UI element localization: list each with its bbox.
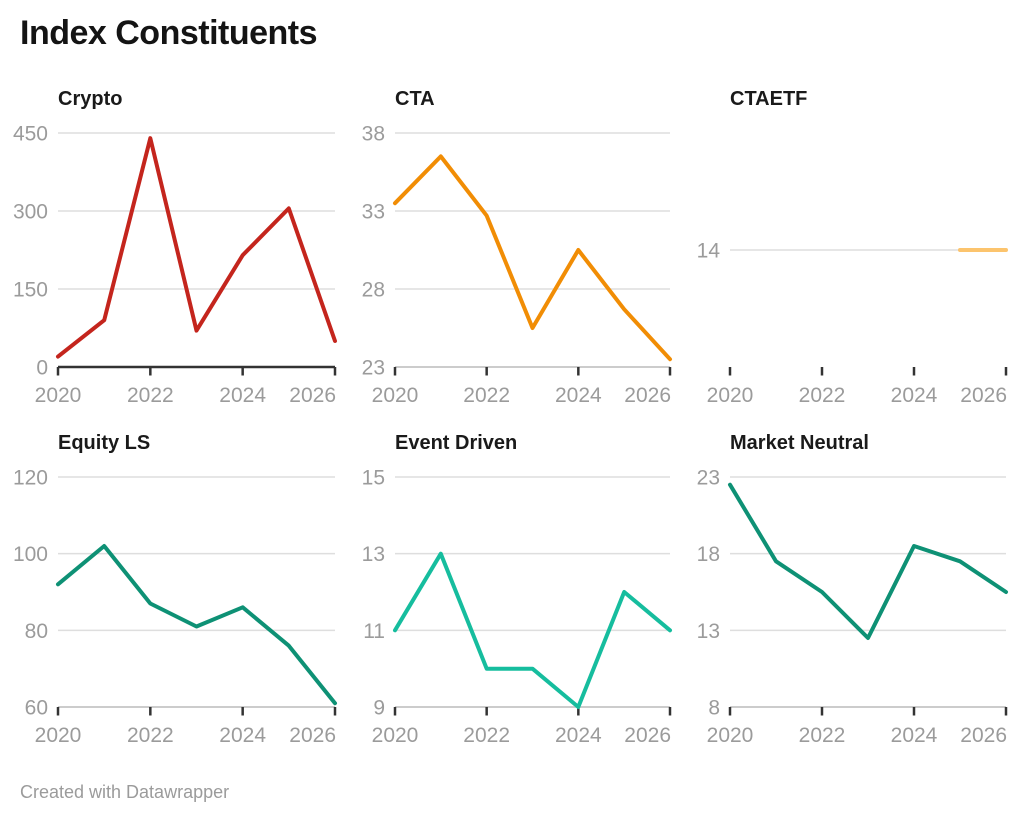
data-line: [728, 482, 1008, 640]
x-axis-tick-label: 2024: [891, 724, 938, 747]
x-axis-tick-label: 2020: [35, 384, 82, 407]
x-axis-tick-label: 2020: [707, 384, 754, 407]
event-driven-line-chart: 9 11 13 15 2020 2022 2024 2026: [362, 467, 672, 747]
x-axis-tick-label: 2022: [463, 384, 510, 407]
x-axis-tick-label: 2024: [219, 724, 266, 747]
panel-title-cta: CTA: [395, 88, 435, 110]
datawrapper-attribution-link[interactable]: Created with Datawrapper: [20, 782, 230, 802]
y-axis-tick-label: 80: [25, 620, 48, 643]
x-axis-tick-label: 2022: [127, 724, 174, 747]
x-axis-tick-label: 2020: [707, 724, 754, 747]
panel-title-crypto: Crypto: [58, 88, 123, 110]
y-axis-tick-label: 23: [697, 467, 720, 490]
y-axis-tick-label: 300: [13, 201, 48, 224]
x-axis-tick-label: 2024: [219, 384, 266, 407]
x-axis-tick-label: 2020: [372, 724, 419, 747]
chart-title: Index Constituents: [20, 14, 318, 52]
x-axis-tick-label: 2026: [289, 384, 336, 407]
x-axis-tick-label: 2022: [127, 384, 174, 407]
y-axis-tick-label: 13: [362, 543, 385, 566]
y-axis-tick-label: 100: [13, 543, 48, 566]
y-axis-tick-label: 150: [13, 279, 48, 302]
cta-line-chart: 23 28 33 38 2020 2022 2024 2026: [362, 123, 672, 407]
y-axis-tick-label: 18: [697, 543, 720, 566]
y-axis-tick-label: 11: [363, 620, 385, 643]
x-axis-tick-label: 2026: [960, 724, 1007, 747]
x-axis-tick-label: 2022: [799, 724, 846, 747]
panel-title-event-driven: Event Driven: [395, 432, 518, 454]
panel-title-ctaetf: CTAETF: [730, 88, 808, 110]
y-axis-tick-label: 14: [697, 240, 721, 263]
data-line: [56, 136, 337, 359]
x-axis-tick-label: 2020: [372, 384, 419, 407]
y-axis-tick-label: 60: [25, 697, 48, 720]
y-axis-tick-label: 9: [373, 697, 385, 720]
y-axis-tick-label: 0: [36, 357, 48, 380]
x-axis-tick-label: 2024: [555, 724, 602, 747]
y-axis-tick-label: 23: [362, 357, 385, 380]
y-axis-tick-label: 120: [13, 467, 48, 490]
y-axis-tick-label: 8: [708, 697, 720, 720]
x-axis-tick-label: 2026: [624, 724, 671, 747]
panel-title-market-neutral: Market Neutral: [730, 432, 869, 454]
y-axis-tick-label: 38: [362, 123, 385, 146]
ctaetf-line-chart: 14 2020 2022 2024 2026: [697, 240, 1008, 407]
x-axis-tick-label: 2020: [35, 724, 82, 747]
equity-ls-line-chart: 60 80 100 120 2020 2022 2024 2026: [13, 467, 337, 747]
x-axis-tick-label: 2022: [463, 724, 510, 747]
panel-title-equity-ls: Equity LS: [58, 432, 151, 454]
y-axis-tick-label: 450: [13, 123, 48, 146]
x-axis-tick-label: 2026: [289, 724, 336, 747]
x-axis-tick-label: 2026: [624, 384, 671, 407]
data-line: [393, 154, 672, 362]
y-axis-tick-label: 33: [362, 201, 385, 224]
x-axis-tick-label: 2024: [555, 384, 602, 407]
market-neutral-line-chart: 8 13 18 23 2020 2022 2024 2026: [697, 467, 1008, 747]
data-line: [393, 551, 672, 709]
y-axis-tick-label: 15: [362, 467, 385, 490]
x-axis-tick-label: 2022: [799, 384, 846, 407]
y-axis-tick-label: 28: [362, 279, 385, 302]
crypto-line-chart: 0 150 300 450 2020 2022 2024 2026: [13, 123, 337, 407]
y-axis-tick-label: 13: [697, 620, 720, 643]
x-axis-tick-label: 2024: [891, 384, 938, 407]
x-axis-tick-label: 2026: [960, 384, 1007, 407]
data-line: [56, 544, 337, 706]
